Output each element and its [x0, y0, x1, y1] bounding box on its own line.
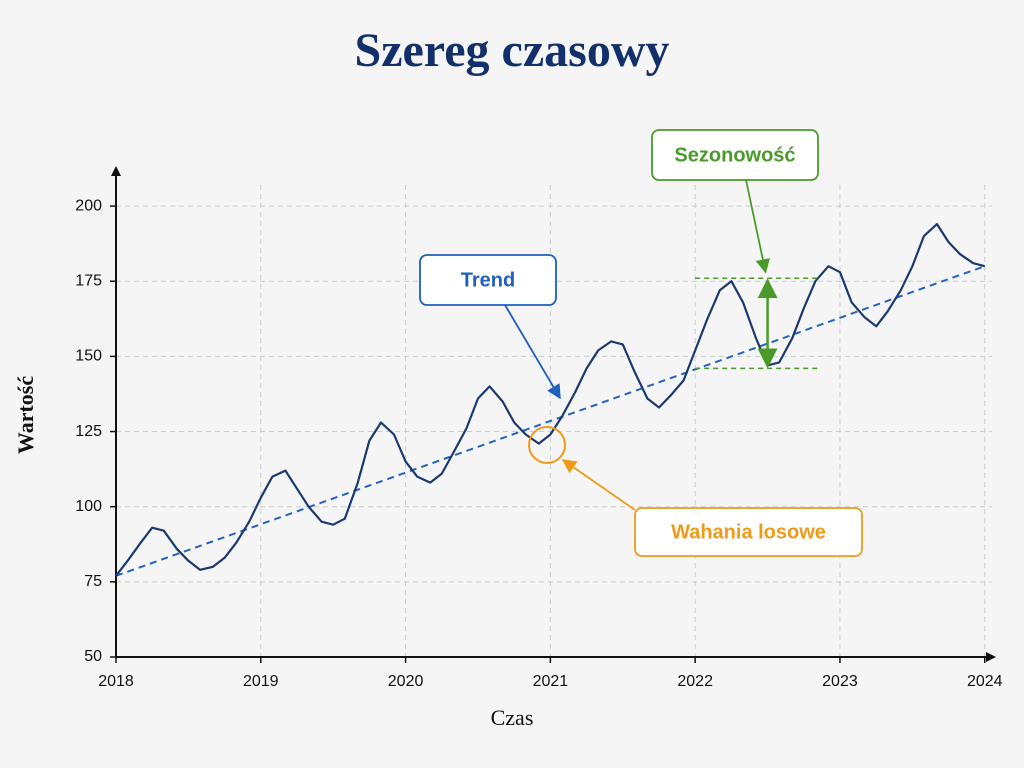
noise-circle — [528, 426, 566, 464]
annotation-text: Sezonowość — [674, 144, 795, 166]
y-tick-label: 75 — [84, 573, 102, 590]
y-axis-arrow — [111, 166, 121, 176]
annotation-arrow — [504, 304, 561, 400]
x-tick-label: 2024 — [967, 673, 1003, 690]
y-tick-label: 50 — [84, 648, 102, 665]
x-tick-label: 2023 — [822, 673, 858, 690]
annotation-arrow — [745, 179, 770, 274]
y-tick-label: 200 — [75, 197, 102, 214]
trend-line — [115, 265, 986, 577]
x-axis-label: Czas — [491, 705, 534, 730]
annotation-box — [634, 507, 863, 557]
y-tick-label: 150 — [75, 348, 102, 365]
y-tick-label: 175 — [75, 272, 102, 289]
data-line — [115, 223, 986, 577]
annotation-box — [651, 129, 819, 181]
chart-title: Szereg czasowy — [355, 24, 670, 77]
y-axis-label: Wartość — [13, 376, 38, 454]
x-tick-label: 2018 — [98, 673, 134, 690]
y-tick-label: 125 — [75, 423, 102, 440]
annotation-box — [419, 254, 557, 306]
x-tick-label: 2019 — [243, 673, 279, 690]
x-tick-label: 2020 — [388, 673, 424, 690]
x-axis-arrow — [986, 652, 996, 662]
annotation-text: Trend — [461, 269, 515, 291]
y-tick-label: 100 — [75, 498, 102, 515]
x-tick-label: 2021 — [533, 673, 569, 690]
x-tick-label: 2022 — [677, 673, 713, 690]
annotation-arrow — [561, 459, 636, 511]
annotation-text: Wahania losowe — [671, 521, 826, 543]
